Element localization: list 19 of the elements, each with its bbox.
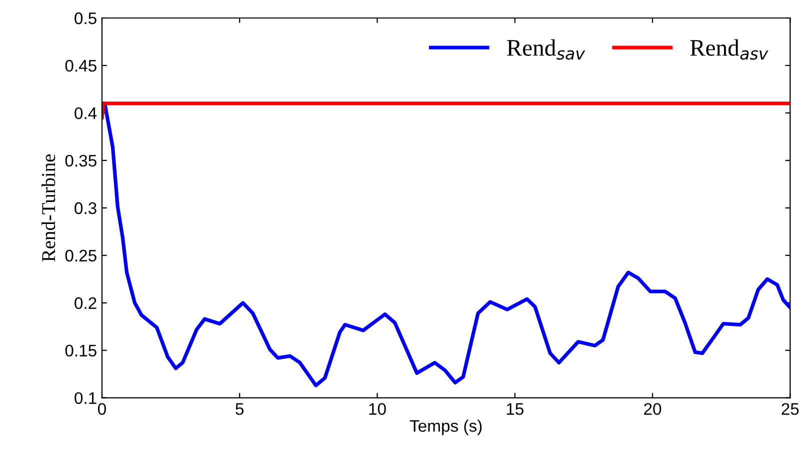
x-axis-title: Temps (s) <box>410 420 482 436</box>
x-tick-label: 20 <box>644 403 662 415</box>
y-tick-label: 0.5 <box>74 12 96 24</box>
x-tick-label: 15 <box>506 403 524 415</box>
x-tick-label: 0 <box>98 403 106 415</box>
x-tick-label: 10 <box>369 403 386 415</box>
y-tick-label: 0.4 <box>74 107 97 120</box>
y-tick-label: 0.25 <box>65 250 96 262</box>
y-tick-label: 0.35 <box>65 154 96 167</box>
legend-label: Rend$_{sav}$ <box>507 39 586 60</box>
x-tick-label: 5 <box>236 403 244 415</box>
x-tick-label: 25 <box>782 403 799 415</box>
y-tick-label: 0.2 <box>74 297 96 310</box>
y-axis-title: Rend-Turbine <box>41 154 56 262</box>
y-tick-label: 0.15 <box>65 344 96 357</box>
y-tick-label: 0.45 <box>65 60 96 72</box>
y-tick-label: 0.3 <box>74 202 96 214</box>
legend-label: Rend$_{asv}$ <box>690 39 768 60</box>
y-tick-label: 0.1 <box>74 392 96 404</box>
